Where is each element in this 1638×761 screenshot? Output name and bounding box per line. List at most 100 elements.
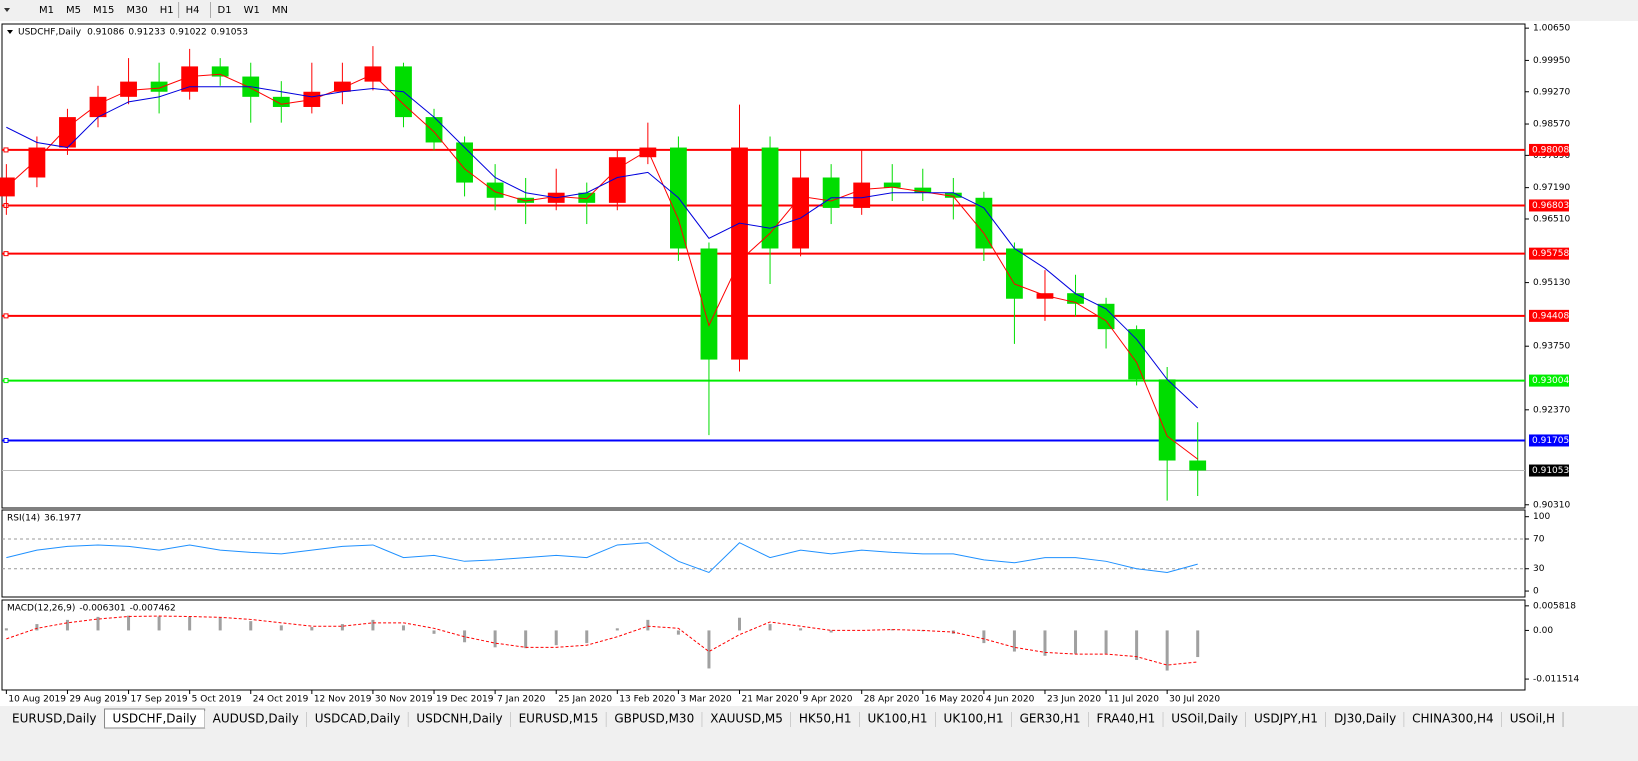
timeframe-button[interactable]: M5: [66, 5, 81, 16]
candle-body: [700, 248, 718, 360]
timeframe-button[interactable]: W1: [244, 5, 260, 16]
quote-value: 0.91086: [87, 28, 124, 38]
y-tick-label: 0.98570: [1533, 120, 1570, 130]
tab-bg[interactable]: [1404, 711, 1502, 728]
tab-bg[interactable]: [510, 711, 607, 728]
candle-body: [59, 117, 76, 148]
tab[interactable]: FRA40,H1: [1097, 712, 1156, 726]
x-tick-label: 9 Apr 2020: [803, 695, 853, 705]
price-label-bg: [1529, 464, 1569, 477]
tab[interactable]: USOil,Daily: [1171, 712, 1238, 726]
macd-bar: [554, 630, 558, 646]
timeframe-button[interactable]: M30: [126, 5, 147, 16]
macd-signal: [6, 615, 1198, 666]
tab-bg[interactable]: [790, 711, 860, 728]
quote-value: 0.91022: [170, 28, 207, 38]
tab[interactable]: GBPUSD,M30: [614, 712, 694, 726]
tab-bg[interactable]: [606, 711, 703, 728]
tab-bg[interactable]: [1245, 711, 1326, 728]
x-tick-label: 30 Nov 2019: [375, 695, 433, 705]
level-label: 0.94408: [1532, 311, 1569, 321]
tab-bg[interactable]: [1163, 711, 1246, 728]
x-tick-label: 5 Oct 2019: [192, 695, 242, 705]
tab[interactable]: USDCHF,Daily: [113, 712, 197, 726]
timeframe-button[interactable]: H4: [186, 5, 200, 16]
tab-bg[interactable]: [702, 711, 791, 728]
tab[interactable]: EURUSD,Daily: [12, 712, 97, 726]
tab[interactable]: DJ30,Daily: [1334, 712, 1396, 726]
y-tick-label: 0.92370: [1533, 405, 1570, 415]
tab-bg[interactable]: [859, 711, 936, 728]
candle-body: [853, 182, 871, 208]
tab[interactable]: USDCAD,Daily: [315, 712, 401, 726]
candle-body: [608, 157, 626, 203]
tab-bg[interactable]: [306, 711, 409, 728]
candle-body: [1128, 329, 1146, 380]
tab-bg[interactable]: [408, 711, 511, 728]
candle-body: [792, 177, 809, 249]
macd-bar: [982, 630, 986, 644]
panel-title: MACD(12,26,9): [7, 604, 75, 614]
tab-bg[interactable]: [1011, 711, 1089, 728]
candle-body: [1097, 303, 1115, 330]
panel-value: -0.006301: [79, 604, 125, 614]
timeframe-button[interactable]: MN: [272, 5, 288, 16]
timeframe-button[interactable]: D1: [218, 5, 232, 16]
x-tick-label: 3 Mar 2020: [680, 695, 732, 705]
tab[interactable]: GER30,H1: [1020, 712, 1081, 726]
x-tick-label: 25 Jan 2020: [558, 695, 612, 705]
y-tick-label: 0.00: [1533, 626, 1553, 636]
timeframe-button[interactable]: M1: [39, 5, 54, 16]
tab[interactable]: USDJPY,H1: [1254, 712, 1318, 726]
y-tick-label: 0.005818: [1533, 601, 1576, 611]
panel-frame: [1, 23, 1526, 509]
rsi-line: [6, 542, 1198, 574]
x-tick-label: 13 Feb 2020: [619, 695, 675, 705]
tab[interactable]: EURUSD,M15: [519, 712, 599, 726]
tab[interactable]: AUDUSD,Daily: [213, 712, 299, 726]
candle-body: [761, 147, 779, 249]
tab[interactable]: XAUUSD,M5: [710, 712, 783, 726]
level-anchor: [3, 313, 9, 319]
tab-bg[interactable]: [1088, 711, 1164, 728]
x-tick-label: 19 Dec 2019: [436, 695, 494, 705]
y-tick-label: 0.99950: [1533, 56, 1570, 66]
macd-bar: [218, 617, 222, 631]
y-tick-label: 0.90310: [1533, 500, 1570, 510]
quote-value: 0.91053: [211, 28, 248, 38]
tab[interactable]: CHINA300,H4: [1412, 712, 1494, 726]
level-label-bg: [1529, 309, 1569, 322]
candle-body: [883, 182, 901, 188]
macd-bar: [615, 628, 619, 631]
timeframe-button[interactable]: H1: [160, 5, 174, 16]
macd-bar: [35, 624, 39, 631]
chart-title: USDCHF,Daily: [18, 28, 82, 38]
tab-bg[interactable]: [1325, 711, 1405, 728]
y-tick-label: 0: [1533, 587, 1539, 597]
candle-body: [975, 197, 993, 249]
tab[interactable]: UK100,H1: [868, 712, 928, 726]
tab-bg[interactable]: [204, 711, 307, 728]
tab[interactable]: USDCNH,Daily: [416, 712, 502, 726]
candle-body: [181, 66, 199, 92]
panel-value: 36.1977: [44, 514, 81, 524]
candle-body: [1189, 460, 1207, 471]
tab-bg[interactable]: [1501, 711, 1564, 728]
candle-body: [211, 66, 229, 77]
timeframe-button[interactable]: M15: [93, 5, 114, 16]
candle-body: [822, 177, 840, 208]
tab[interactable]: USOil,H: [1510, 712, 1555, 726]
tab-bg[interactable]: [935, 711, 1012, 728]
quote-value: 0.91233: [128, 28, 165, 38]
tab[interactable]: UK100,H1: [944, 712, 1004, 726]
macd-bar: [188, 616, 192, 631]
tab-bg[interactable]: [4, 711, 105, 728]
level-label-bg: [1529, 374, 1569, 387]
level-label-bg: [1529, 199, 1569, 212]
level-label: 0.98008: [1532, 145, 1569, 155]
x-tick-label: 11 Jul 2020: [1108, 695, 1159, 705]
candle-body: [486, 182, 504, 198]
tab[interactable]: HK50,H1: [799, 712, 852, 726]
level-anchor: [3, 437, 9, 443]
